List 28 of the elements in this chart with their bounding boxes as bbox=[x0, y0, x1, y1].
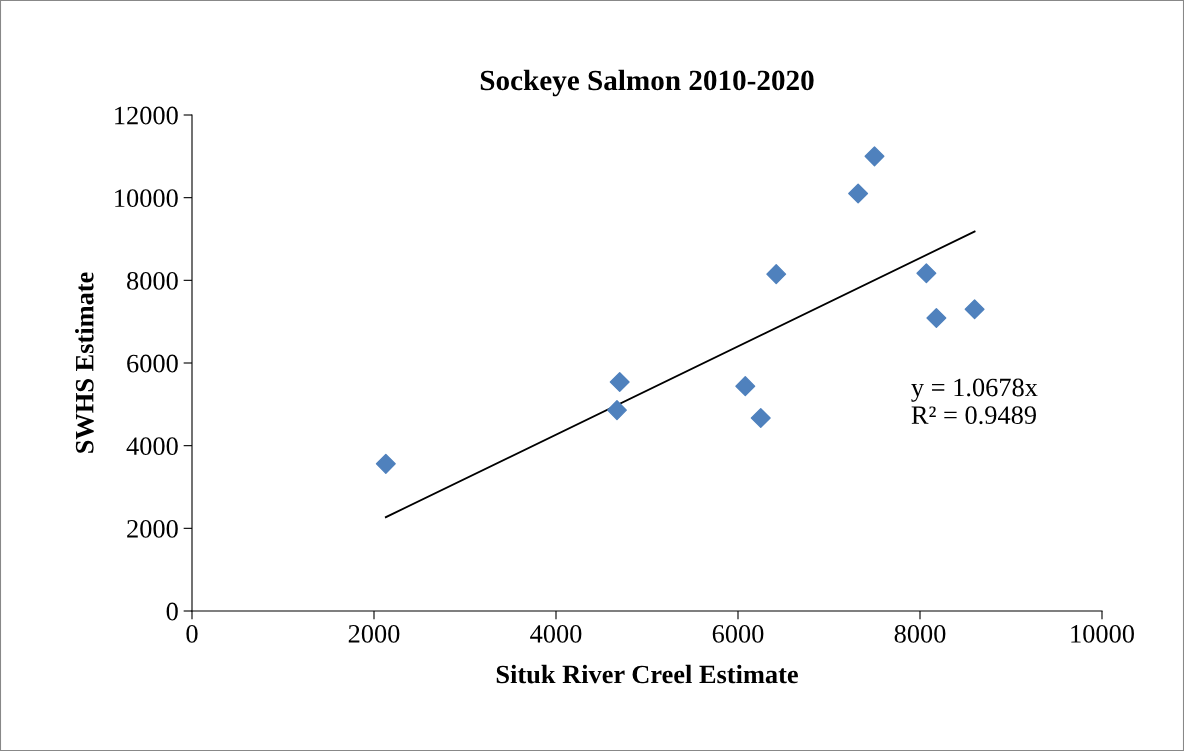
y-tick-label: 0 bbox=[166, 602, 178, 621]
x-tick-label: 8000 bbox=[894, 624, 946, 643]
point bbox=[926, 307, 947, 328]
x-tick-label: 6000 bbox=[712, 624, 764, 643]
point bbox=[864, 146, 885, 167]
x-tick-label: 4000 bbox=[530, 624, 582, 643]
y-tick-label: 10000 bbox=[115, 189, 178, 208]
point bbox=[735, 376, 756, 397]
point bbox=[964, 299, 985, 320]
y-axis-title: SWHS Estimate bbox=[75, 272, 94, 453]
point bbox=[375, 453, 396, 474]
y-tick-label: 4000 bbox=[126, 437, 178, 456]
y-tick-label: 6000 bbox=[127, 354, 178, 373]
x-tick-label: 2000 bbox=[348, 624, 400, 643]
annotation: y = 1.0678x R² = 0.9489 bbox=[911, 378, 1038, 425]
x-axis-title: Situk River Creel Estimate bbox=[496, 664, 798, 684]
point bbox=[606, 400, 627, 421]
chart-title: Sockeye Salmon 2010-2020 bbox=[480, 69, 814, 97]
y-tick-label: 12000 bbox=[115, 106, 178, 125]
x-tick-label: 0 bbox=[186, 624, 198, 643]
point bbox=[609, 372, 630, 393]
x-tick-label: 10000 bbox=[1071, 624, 1134, 643]
y-tick-label: 2000 bbox=[127, 519, 178, 538]
point bbox=[750, 407, 771, 428]
point bbox=[916, 263, 937, 284]
point bbox=[848, 183, 869, 204]
y-tick-label: 8000 bbox=[127, 271, 178, 290]
point bbox=[766, 264, 787, 285]
